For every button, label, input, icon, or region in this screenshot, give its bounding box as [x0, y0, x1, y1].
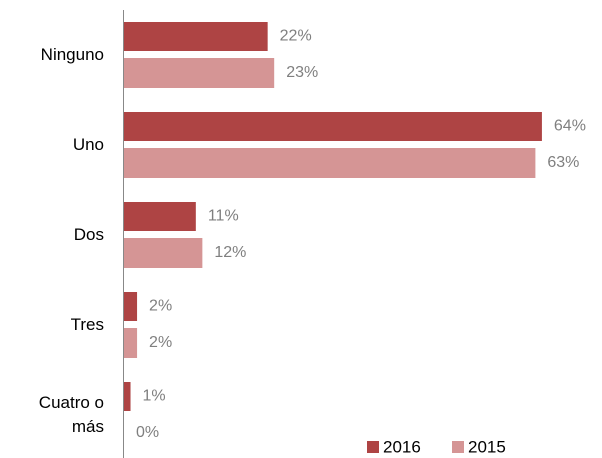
- legend-label: 2015: [468, 437, 506, 456]
- data-label: 11%: [208, 208, 239, 225]
- bar: [124, 22, 268, 51]
- category-label: Uno: [72, 135, 104, 154]
- data-label: 2%: [149, 334, 172, 351]
- bar: [124, 238, 203, 268]
- data-label: 12%: [214, 244, 246, 261]
- data-label: 23%: [286, 64, 318, 81]
- data-label: 1%: [143, 388, 166, 405]
- category-label: Dos: [73, 225, 104, 244]
- category-label: Cuatro o más: [38, 393, 104, 436]
- bar: [124, 328, 138, 358]
- data-label: 0%: [136, 424, 159, 441]
- legend-label: 2016: [383, 437, 421, 456]
- data-label: 2%: [149, 298, 172, 315]
- data-label: 22%: [280, 28, 312, 45]
- legend-swatch: [452, 441, 464, 453]
- bar: [124, 112, 542, 141]
- category-label: Tres: [70, 315, 104, 334]
- category-label: Ninguno: [40, 45, 104, 64]
- bar: [124, 202, 196, 231]
- bar: [124, 58, 275, 88]
- data-label: 63%: [547, 154, 579, 171]
- legend-swatch: [367, 441, 379, 453]
- data-label: 64%: [554, 118, 586, 135]
- bar: [124, 148, 536, 178]
- bar: [124, 382, 131, 411]
- bar: [124, 292, 138, 321]
